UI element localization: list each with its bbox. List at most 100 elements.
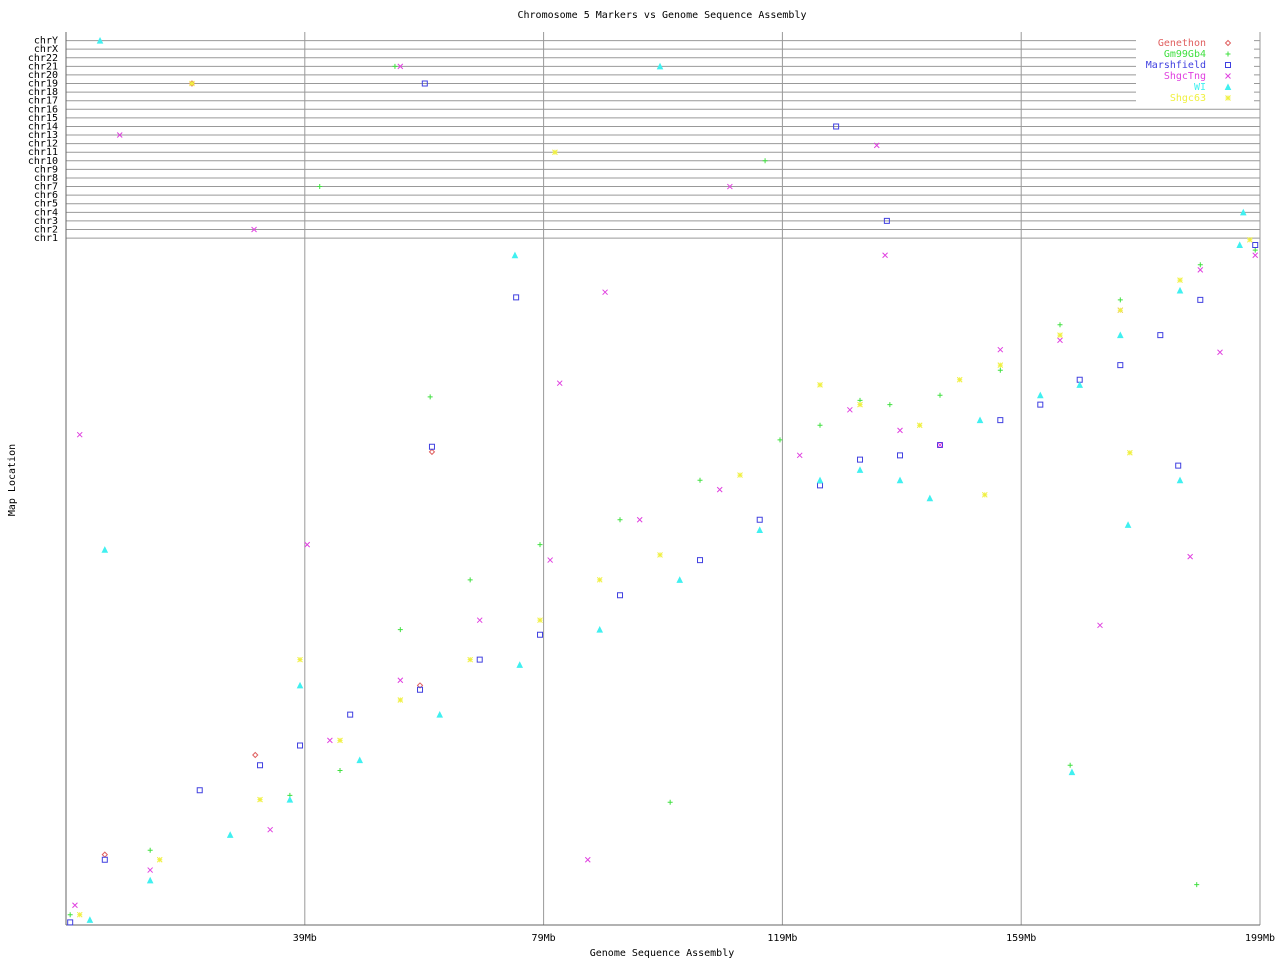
data-point — [156, 856, 163, 863]
y-tick-label: chr18 — [28, 87, 58, 98]
data-point — [397, 697, 404, 703]
y-axis-label: Map Location — [7, 444, 18, 516]
data-point — [1057, 337, 1063, 344]
data-point — [421, 80, 428, 87]
data-point — [657, 552, 663, 558]
y-tick-label: chr21 — [28, 61, 58, 72]
data-point — [1117, 307, 1124, 314]
data-point — [1217, 349, 1223, 356]
data-point — [552, 149, 558, 156]
y-tick-label: chr10 — [28, 156, 58, 167]
data-point — [817, 422, 823, 428]
data-point — [602, 289, 608, 296]
data-point — [1057, 332, 1063, 338]
data-point — [857, 456, 864, 463]
data-point — [937, 392, 943, 398]
marks — [67, 36, 1259, 926]
data-point — [397, 677, 404, 684]
x-tick-label: 39Mb — [293, 933, 317, 944]
data-point — [1197, 262, 1203, 268]
data-point — [1057, 322, 1063, 328]
data-point — [997, 362, 1004, 369]
data-point — [76, 911, 83, 918]
data-point — [1252, 247, 1258, 253]
data-point — [286, 796, 294, 803]
data-point — [513, 294, 520, 301]
data-point — [1187, 553, 1194, 560]
y-tick-label: chr19 — [28, 79, 58, 90]
data-point — [397, 627, 403, 633]
y-tick-label: chr12 — [28, 139, 58, 150]
data-point — [817, 382, 823, 388]
data-point — [467, 577, 473, 583]
data-point — [547, 557, 554, 563]
data-point — [1117, 362, 1124, 369]
data-point — [897, 452, 904, 459]
data-point — [416, 682, 424, 689]
data-point — [146, 876, 154, 884]
data-point — [756, 516, 763, 523]
data-point — [427, 394, 433, 400]
data-point — [337, 737, 343, 744]
data-point — [1037, 401, 1044, 408]
data-point — [1097, 622, 1103, 629]
y-tick-label: chr22 — [28, 53, 58, 64]
data-point — [86, 916, 94, 923]
y-tick-label: chr11 — [28, 147, 58, 158]
data-point — [926, 494, 934, 502]
data-point — [796, 452, 803, 459]
data-point — [337, 767, 343, 773]
data-point — [96, 36, 104, 44]
data-point — [252, 751, 259, 759]
data-point — [347, 711, 354, 718]
legend-marker — [1225, 73, 1231, 79]
data-point — [1124, 521, 1132, 528]
x-tick-label: 119Mb — [767, 933, 797, 944]
data-point — [1116, 331, 1124, 339]
data-point — [317, 184, 323, 190]
data-point — [537, 542, 543, 548]
data-point — [997, 346, 1004, 353]
y-tick-label: chr6 — [34, 190, 58, 201]
y-tick-label: chr2 — [34, 224, 58, 235]
data-point — [1076, 376, 1083, 383]
data-point — [1197, 296, 1204, 303]
data-point — [897, 427, 903, 434]
data-point — [1157, 332, 1164, 339]
data-point — [67, 919, 74, 926]
y-tick-label: chr20 — [28, 70, 58, 81]
legend-label: Genethon — [1158, 38, 1206, 49]
data-point — [1068, 768, 1076, 776]
legend-label: Gm99Gb4 — [1164, 49, 1206, 60]
legend-label: WI — [1194, 82, 1206, 93]
data-point — [1176, 476, 1184, 484]
data-point — [67, 912, 73, 918]
data-point — [189, 80, 195, 87]
y-tick-label: chr15 — [28, 113, 58, 124]
data-point — [997, 367, 1003, 373]
data-point — [76, 431, 83, 438]
legend-marker — [1225, 95, 1231, 101]
data-point — [392, 63, 398, 69]
data-point — [667, 799, 673, 805]
data-point — [617, 517, 623, 523]
x-axis-label: Genome Sequence Assembly — [590, 948, 735, 959]
y-tick-label: chr1 — [34, 233, 58, 244]
data-point — [937, 442, 944, 449]
data-point — [556, 380, 563, 387]
data-point — [596, 576, 603, 583]
data-point — [981, 491, 988, 498]
data-point — [467, 656, 474, 663]
data-point — [537, 617, 543, 624]
data-point — [476, 656, 483, 663]
legend-label: Shgc63 — [1170, 93, 1206, 104]
data-point — [887, 402, 893, 408]
data-point — [72, 902, 78, 909]
data-point — [537, 631, 544, 638]
data-point — [1239, 208, 1247, 216]
y-tick-label: chrY — [34, 36, 58, 47]
data-point — [1126, 449, 1133, 456]
data-point — [397, 63, 404, 70]
data-point — [428, 448, 436, 456]
